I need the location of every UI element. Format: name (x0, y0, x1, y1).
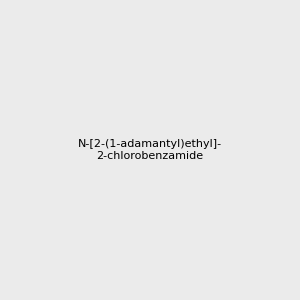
Text: N-[2-(1-adamantyl)ethyl]-
2-chlorobenzamide: N-[2-(1-adamantyl)ethyl]- 2-chlorobenzam… (78, 139, 222, 161)
